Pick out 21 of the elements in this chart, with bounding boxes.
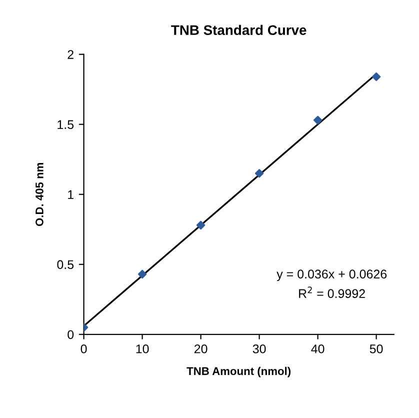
point <box>313 116 322 125</box>
point <box>196 220 206 230</box>
y-axis-title: O.D. 405 nm <box>36 162 44 226</box>
chart-title: TNB Standard Curve <box>171 24 306 36</box>
x-tick-label: 50 <box>370 344 383 354</box>
y-tick-label: 1 <box>68 190 74 199</box>
y-tick-label: 2 <box>68 50 74 59</box>
x-tick-label: 40 <box>311 344 324 354</box>
x-tick-label: 20 <box>194 344 208 354</box>
point <box>372 72 381 82</box>
y-tick-label: 0 <box>68 330 74 340</box>
annotation: y = 0.036x + 0.0626 <box>276 270 387 281</box>
point <box>138 270 147 279</box>
point <box>254 168 264 178</box>
annotation: R$^{2}$ = 0.9992 <box>299 286 365 298</box>
x-axis-title: TNB Amount (nmol) <box>186 366 291 378</box>
x-tick-label: 30 <box>252 344 266 354</box>
x-tick-label: 0 <box>80 344 87 354</box>
y-tick-label: 0.5 <box>57 260 74 270</box>
x-tick-label: 10 <box>136 344 149 354</box>
y-tick-label: 1.5 <box>58 120 74 130</box>
